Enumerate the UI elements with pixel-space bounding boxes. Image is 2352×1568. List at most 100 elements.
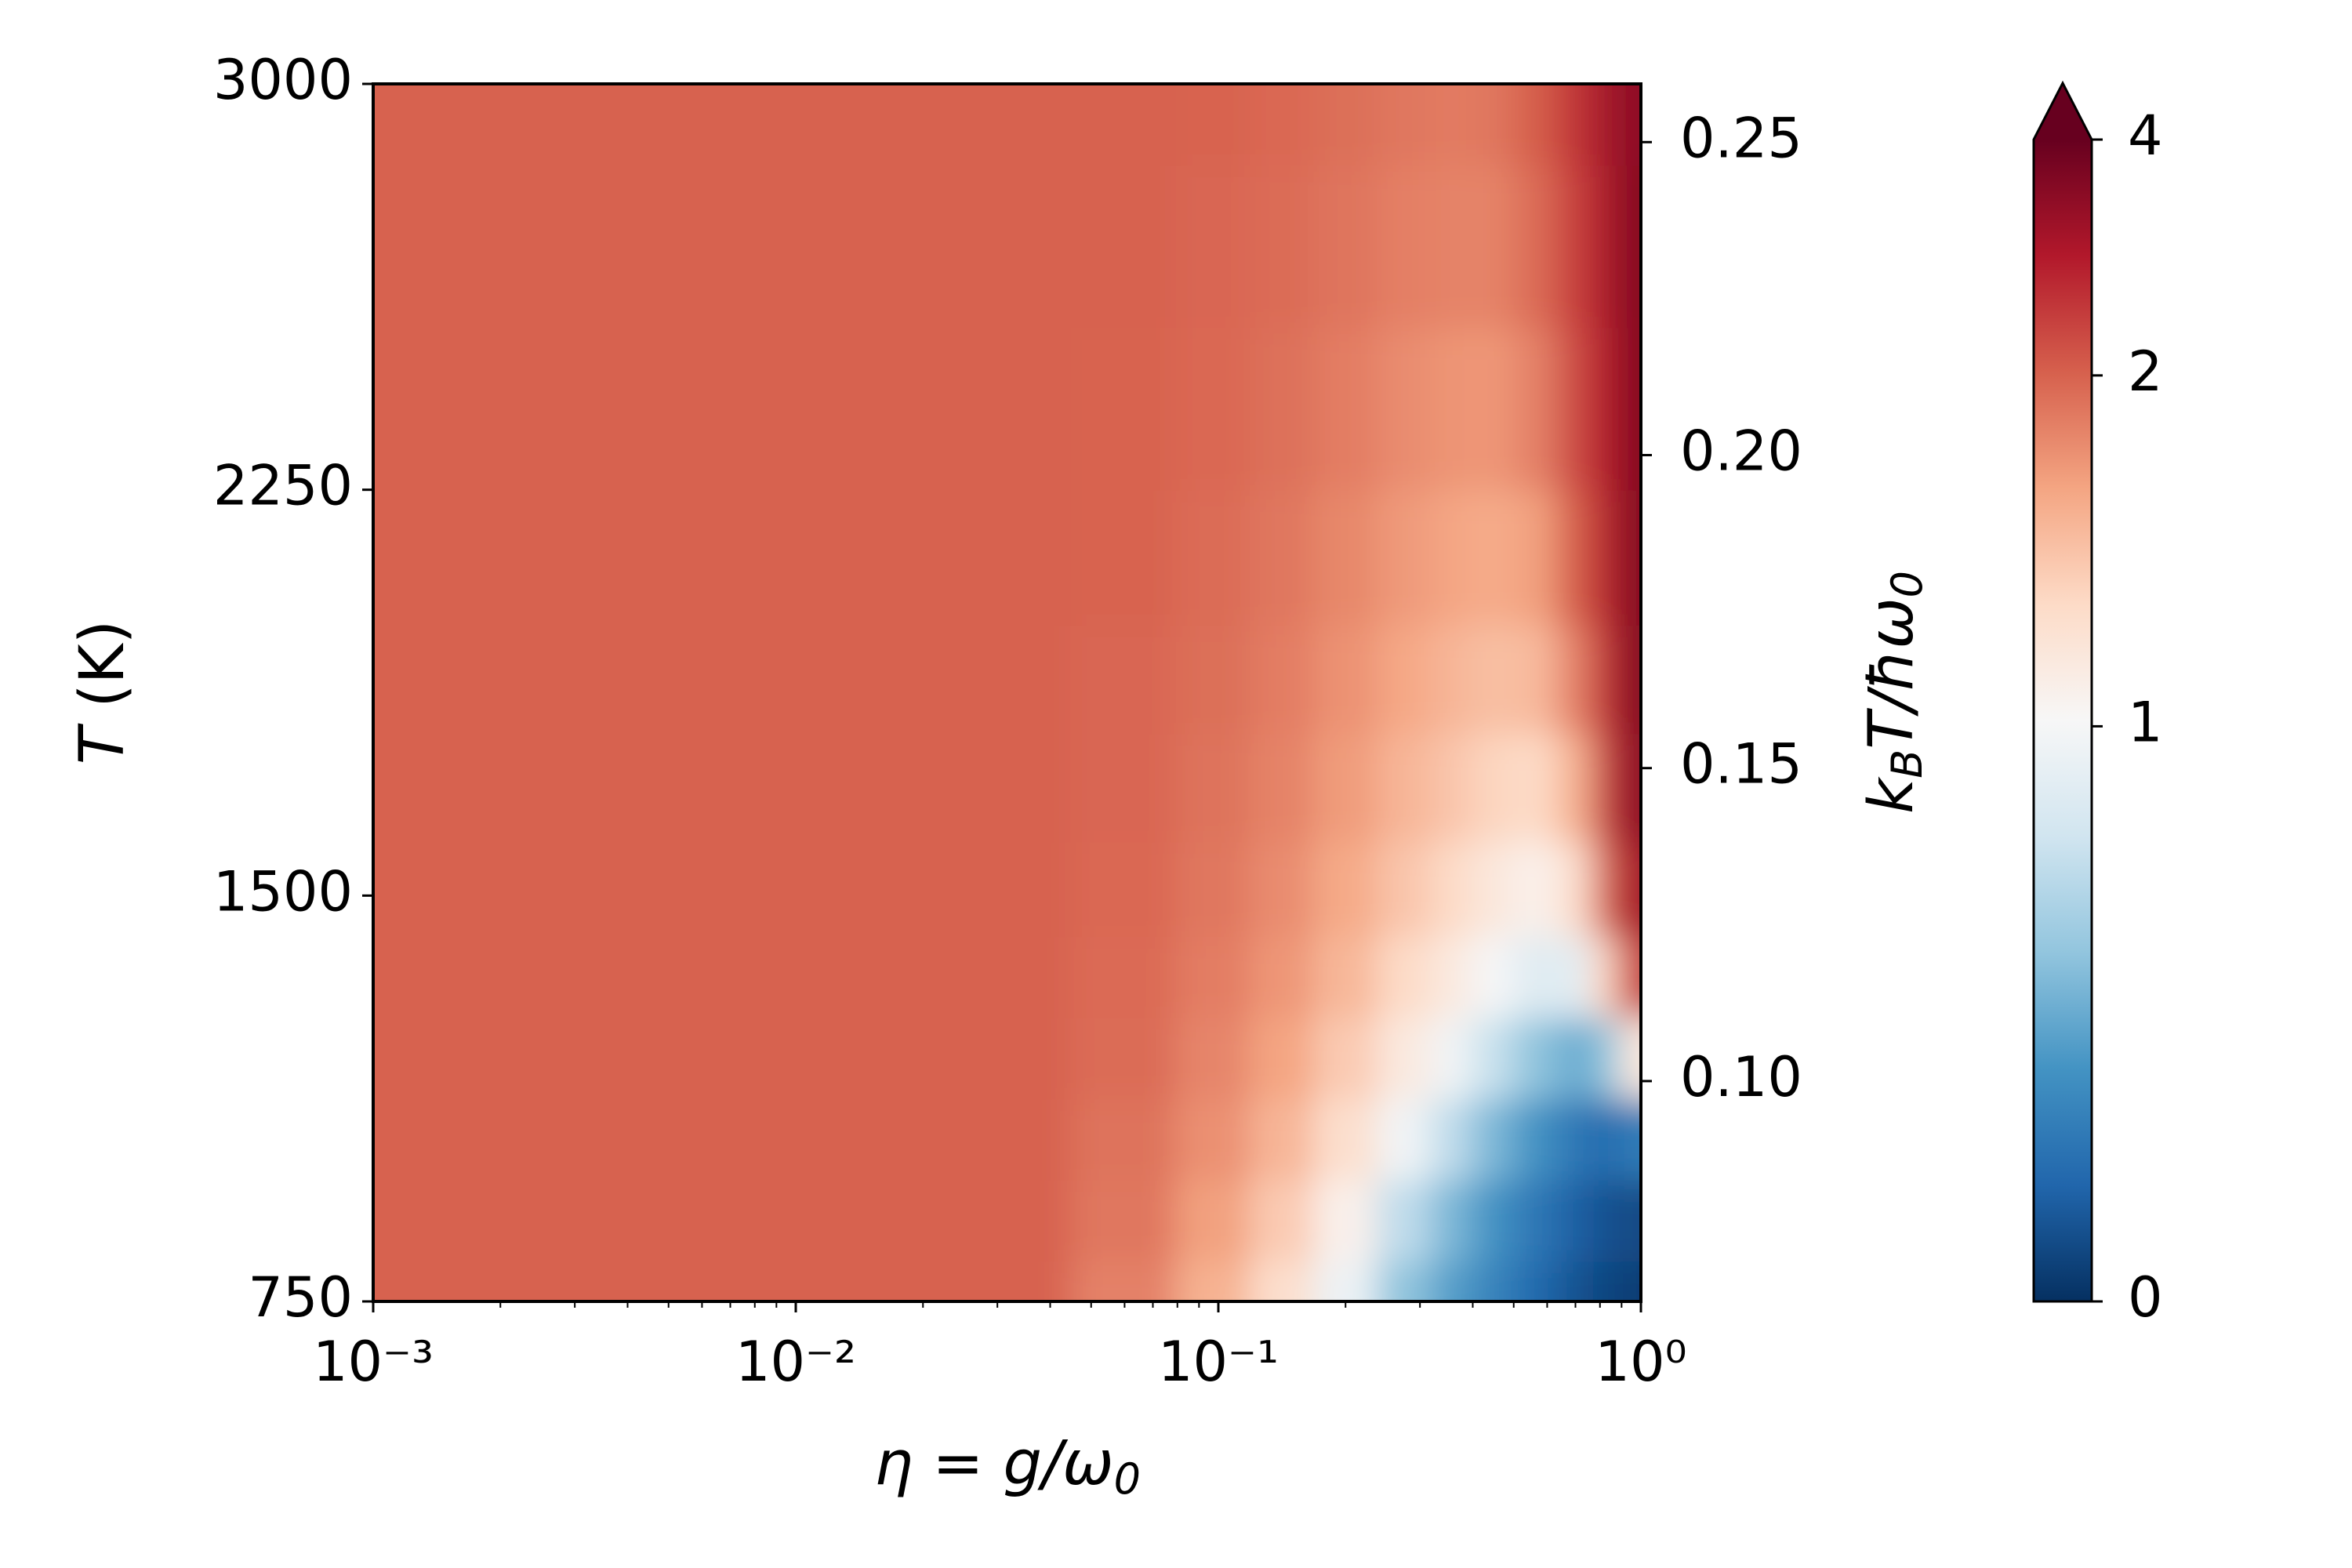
heat-cell [1620,1261,1641,1301]
heat-cell [373,489,586,626]
x-tick-label: 10⁰ [1595,1330,1686,1394]
heat-cell [901,733,1072,843]
heat-cell [373,1098,586,1181]
heat-cell [1250,625,1315,735]
heat-cell [1070,1098,1178,1181]
heat-cell [1429,84,1473,166]
y-tick-label: 3000 [213,48,353,112]
heat-cell [1070,489,1178,626]
heat-cell [1592,733,1621,843]
heat-cell [1556,1179,1594,1262]
heat-cell [1514,936,1558,1018]
heat-cell [1429,841,1473,938]
heat-cell [373,841,586,938]
heat-cell [1313,84,1378,166]
heat-cell [1592,625,1621,735]
x-axis-label-main: η = g/ω [874,1428,1114,1499]
heat-cell [1176,841,1251,938]
heat-cell [1556,489,1594,626]
y2-axis-label-main: T/ħω [1857,597,1927,749]
heat-cell [1472,1261,1515,1301]
heat-cell [1429,1179,1473,1262]
heat-cell [1514,625,1558,735]
heat-cell [1377,1098,1431,1181]
heat-cell [1556,841,1594,938]
heat-cell [1429,625,1473,735]
heat-cell [1620,165,1641,328]
heat-cell [1313,165,1378,328]
colorbar-tick-label: 2 [2128,339,2163,404]
heat-cell [901,84,1072,166]
y2-axis-label-sub: B [1882,750,1932,779]
axes-frame [372,82,1642,1303]
x-axis-label-sub: 0 [1114,1454,1141,1504]
heat-cell [901,489,1072,626]
heat-cell [1313,327,1378,491]
heat-cell [1313,841,1378,938]
heat-cell [1313,1098,1378,1181]
heat-cell [1313,733,1378,843]
heat-cell [1250,165,1315,328]
heat-cell [1176,1179,1251,1262]
heat-cell [1250,1017,1315,1100]
heat-cell [1592,1261,1621,1301]
colorbar-outline [2032,80,2093,1303]
y2-tick-label: 0.20 [1680,419,1802,484]
heat-cell [1472,489,1515,626]
heat-cell [373,1261,586,1301]
heat-cell [1313,625,1378,735]
heat-cell [584,733,902,843]
heat-cell [1176,733,1251,843]
heat-cell [1556,936,1594,1018]
heat-cell [901,1098,1072,1181]
heat-cell [901,1261,1072,1301]
heat-cell [1250,1098,1315,1181]
heat-cell [901,1179,1072,1262]
heat-cell [373,84,586,166]
heat-cell [1377,1261,1431,1301]
heat-cell [1313,1017,1378,1100]
colorbar-extend [2034,83,2092,140]
heat-cell [1592,165,1621,328]
heat-cell [1592,84,1621,166]
heat-cell [1556,84,1594,166]
heat-cell [1070,841,1178,938]
heat-cell [1620,84,1641,166]
heat-cell [1592,1017,1621,1100]
heat-cell [1250,936,1315,1018]
y-tick-label: 2250 [213,454,353,518]
heat-cell [1176,625,1251,735]
heat-cell [1377,841,1431,938]
x-axis-label: η = g/ω0 [874,1428,1141,1503]
heat-cell [1472,1098,1515,1181]
heat-cell [1472,625,1515,735]
heat-cell [1377,1179,1431,1262]
colorbar-tick-label: 1 [2128,690,2163,754]
heat-cell [1429,165,1473,328]
heat-cell [373,733,586,843]
heat-cell [1556,1017,1594,1100]
heat-cell [1070,625,1178,735]
heat-cell [1472,841,1515,938]
heat-cell [1377,936,1431,1018]
heat-cell [1592,489,1621,626]
heat-cell [1472,1179,1515,1262]
heat-cell [901,625,1072,735]
heat-cell [1472,1017,1515,1100]
heatmap-cells [373,84,1641,1301]
y2-axis-label-k: k [1857,776,1927,814]
heat-cell [1514,84,1558,166]
heat-cell [373,936,586,1018]
heat-cell [1250,1261,1315,1301]
heat-cell [1429,1098,1473,1181]
heat-cell [584,936,902,1018]
heat-cell [373,1179,586,1262]
heat-cell [584,1098,902,1181]
heat-cell [1070,733,1178,843]
heat-cell [1620,1179,1641,1262]
heat-cell [901,841,1072,938]
heat-cell [1070,84,1178,166]
heat-cell [1514,733,1558,843]
heat-cell [584,84,902,166]
